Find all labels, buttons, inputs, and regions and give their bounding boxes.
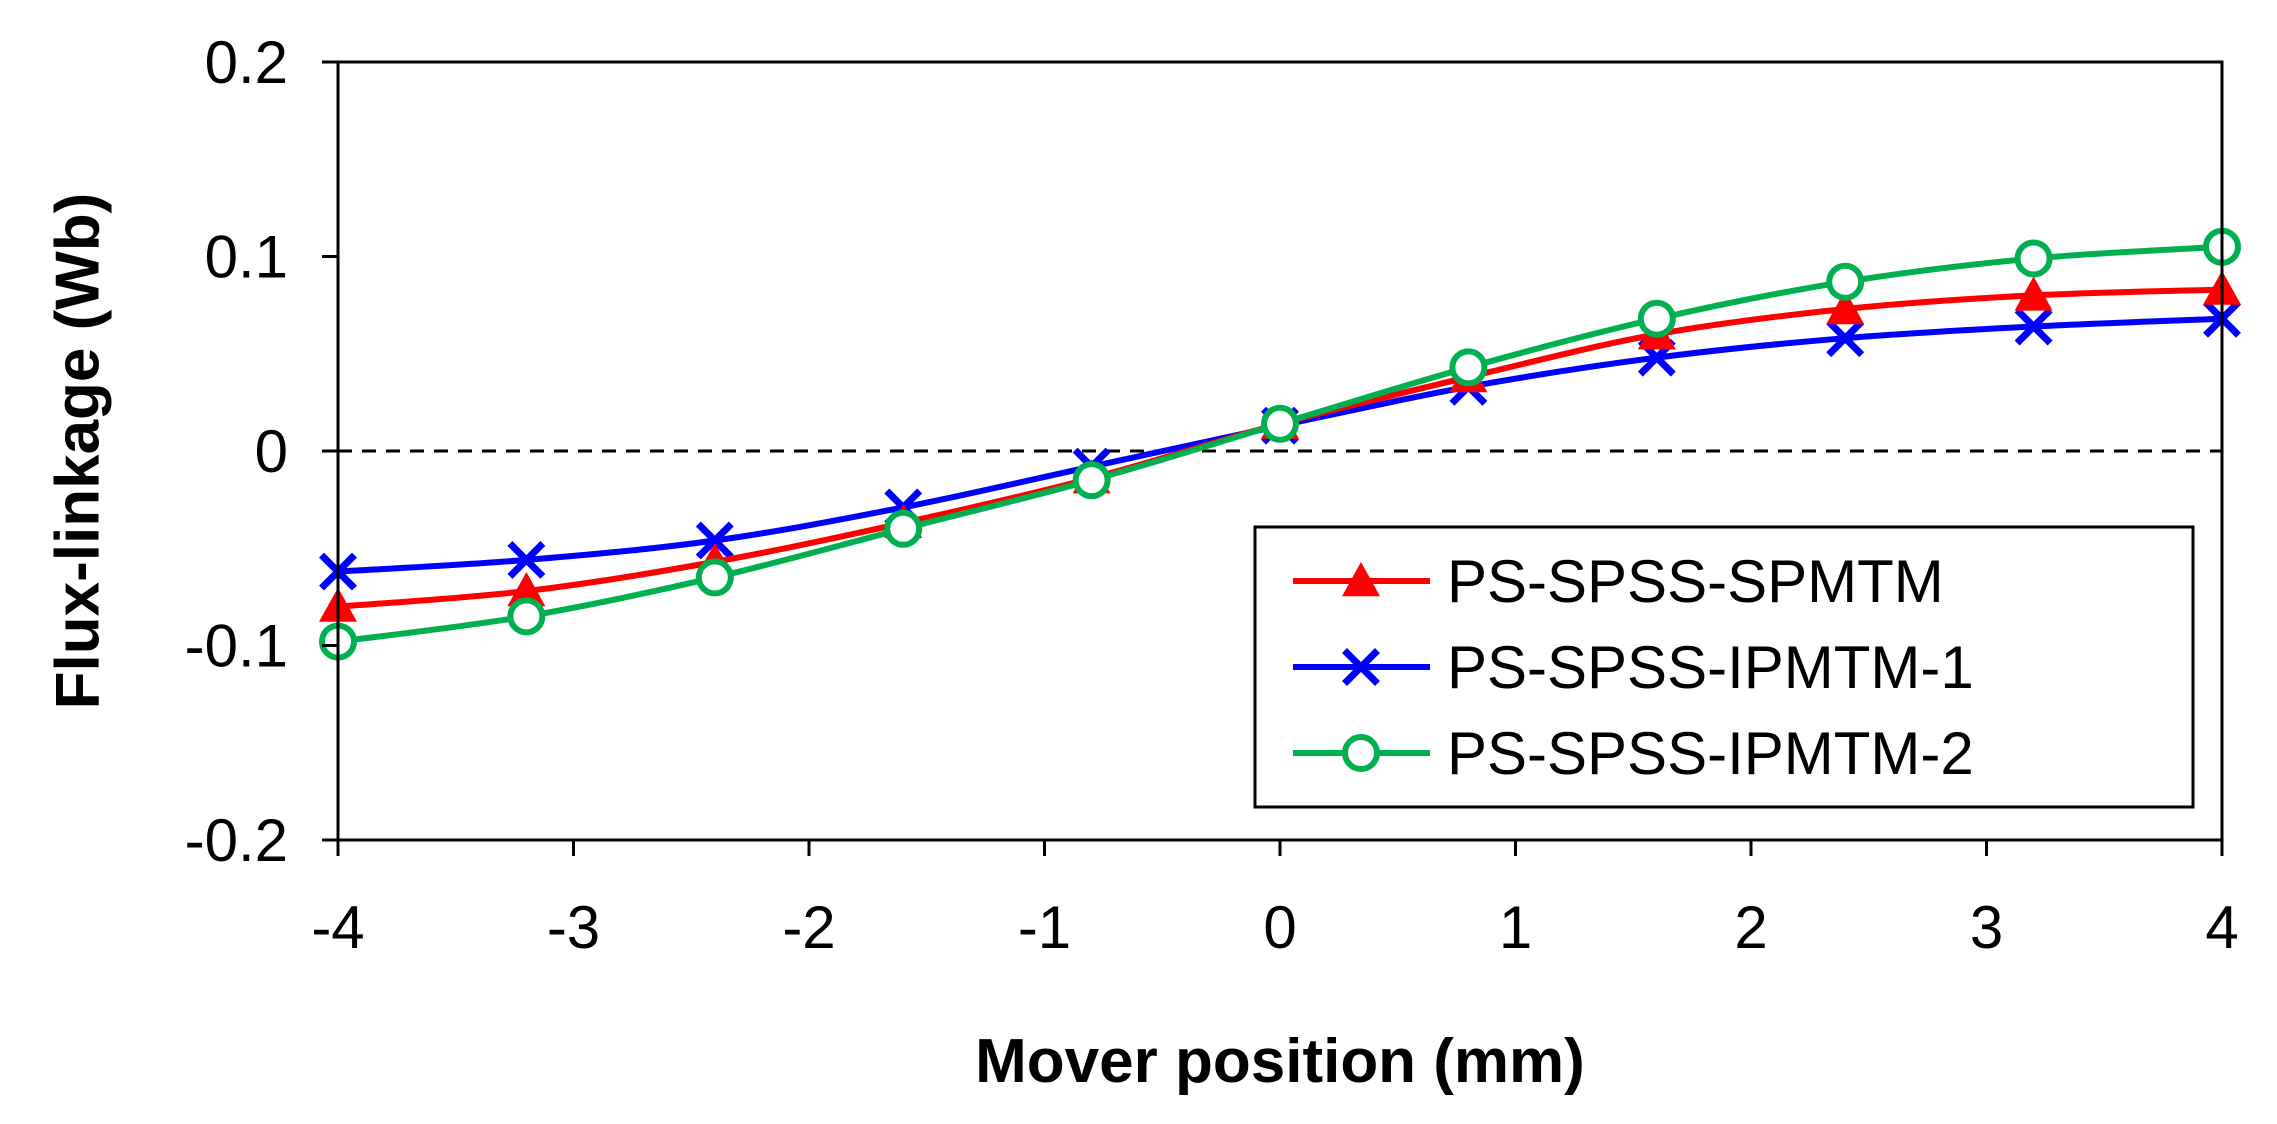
data-point-marker — [1826, 290, 1865, 325]
y-axis-ticks: 0.2 0.1 0 -0.1 -0.2 — [185, 29, 338, 874]
x-tick-label: -2 — [782, 894, 835, 961]
data-point-marker — [1637, 299, 1676, 338]
data-point-marker — [695, 521, 734, 560]
data-point-marker — [2014, 276, 2053, 311]
x-tick-label: 0 — [1263, 894, 1296, 961]
series-circle — [319, 227, 2241, 661]
data-point-marker — [1449, 348, 1488, 387]
legend-label: PS-SPSS-IPMTM-2 — [1447, 720, 1974, 787]
legend-label: PS-SPSS-IPMTM-1 — [1447, 634, 1974, 701]
legend-item: PS-SPSS-IPMTM-2 — [1293, 720, 1974, 787]
x-tick-label: 1 — [1499, 894, 1532, 961]
data-point-marker — [2014, 239, 2053, 278]
y-tick-label: -0.1 — [185, 613, 288, 680]
x-tick-label: -3 — [547, 894, 600, 961]
y-tick-label: 0 — [255, 418, 288, 485]
legend-item: PS-SPSS-SPMTM — [1293, 548, 1944, 615]
x-tick-label: -4 — [311, 894, 364, 961]
x-axis-title: Mover position (mm) — [975, 1027, 1585, 1096]
x-tick-label: 2 — [1734, 894, 1767, 961]
data-point-marker — [2014, 307, 2053, 346]
data-point-marker — [1261, 404, 1299, 443]
x-axis-ticks: -4 -3 -2 -1 0 1 2 3 4 — [311, 840, 2239, 961]
y-tick-label: -0.2 — [185, 807, 288, 874]
y-tick-label: 0.2 — [205, 29, 288, 96]
legend-marker — [1342, 648, 1380, 686]
legend-label: PS-SPSS-SPMTM — [1447, 548, 1944, 615]
legend: PS-SPSS-SPMTM PS-SPSS-IPMTM-1 PS-SPSS-IPMT… — [1253, 525, 2195, 809]
y-tick-label: 0.1 — [205, 224, 288, 291]
legend-items: PS-SPSS-SPMTM PS-SPSS-IPMTM-1 PS-SPSS-IPMT… — [1293, 548, 1974, 787]
series-layer — [319, 227, 2241, 661]
x-tick-label: 4 — [2205, 894, 2238, 961]
data-point-marker — [1072, 461, 1111, 500]
x-tick-label: -1 — [1018, 894, 1071, 961]
legend-item: PS-SPSS-IPMTM-1 — [1293, 634, 1974, 701]
legend-marker — [1342, 734, 1380, 772]
data-point-marker — [507, 597, 546, 636]
y-axis-title: Flux-linkage (Wb) — [43, 193, 112, 710]
legend-marker — [1342, 562, 1380, 597]
data-point-marker — [507, 540, 546, 579]
data-point-marker — [1826, 262, 1865, 301]
data-point-marker — [695, 558, 734, 597]
data-point-marker — [1826, 319, 1865, 358]
x-tick-label: 3 — [1970, 894, 2003, 961]
data-point-marker — [507, 572, 546, 607]
data-point-marker — [884, 509, 923, 548]
